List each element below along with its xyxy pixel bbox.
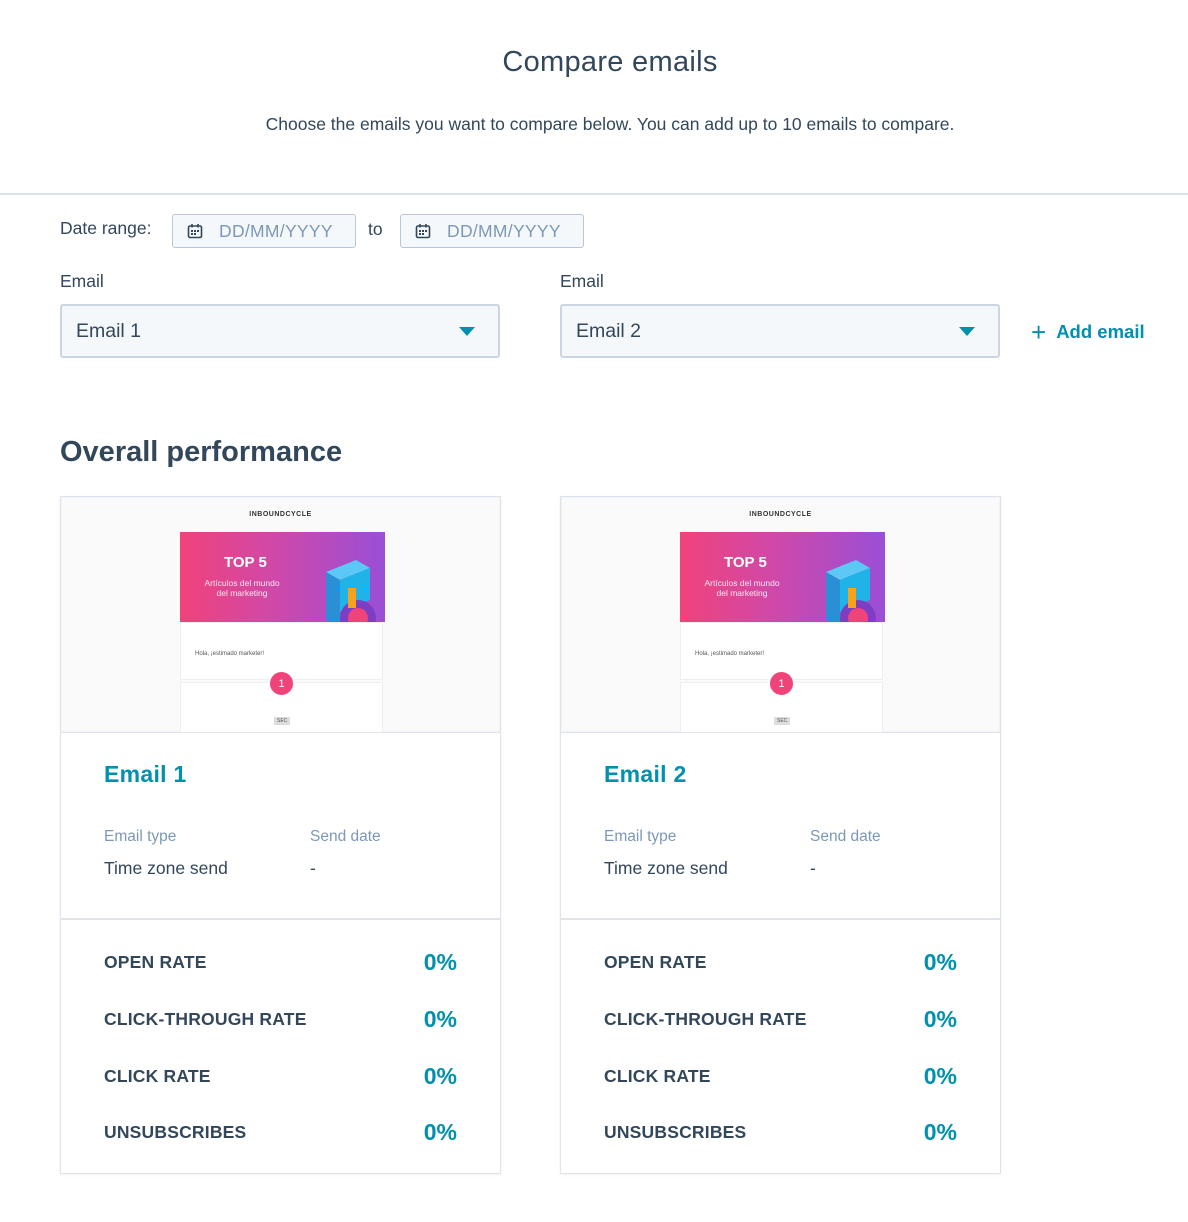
preview-tag: SEC bbox=[274, 717, 291, 725]
metric-value: 0% bbox=[923, 1006, 957, 1032]
metric-click-through-rate: CLICK-THROUGH RATE 0% bbox=[104, 1006, 457, 1033]
section-title: Overall performance bbox=[60, 436, 343, 468]
page-subtitle: Choose the emails you want to compare be… bbox=[265, 114, 955, 134]
email-2-label: Email bbox=[560, 271, 604, 291]
preview-logo: INBOUNDCYCLE bbox=[249, 511, 312, 518]
caret-down-icon bbox=[959, 327, 975, 336]
preview-logo: INBOUNDCYCLE bbox=[749, 511, 812, 518]
send-date-label: Send date bbox=[810, 828, 881, 845]
preview-badge: 1 bbox=[268, 670, 295, 697]
metric-label: UNSUBSCRIBES bbox=[604, 1122, 747, 1142]
date-range-separator: to bbox=[368, 219, 383, 239]
plus-icon: + bbox=[1031, 317, 1047, 347]
date-to-placeholder: DD/MM/YYYY bbox=[447, 220, 561, 241]
email-card-title[interactable]: Email 1 bbox=[104, 761, 187, 787]
preview-greeting: Hola, ¡estimado marketer! bbox=[195, 651, 265, 657]
metric-open-rate: OPEN RATE 0% bbox=[604, 949, 957, 976]
preview-banner: TOP 5 Artículos del mundo del marketing bbox=[680, 532, 885, 622]
preview-badge: 1 bbox=[768, 670, 795, 697]
page-title: Compare emails bbox=[502, 46, 718, 78]
email-1-label: Email bbox=[60, 271, 104, 291]
preview-banner-subtitle: Artículos del mundo del marketing bbox=[704, 578, 780, 598]
add-email-button[interactable]: + Add email bbox=[1031, 319, 1145, 345]
card-divider bbox=[561, 918, 1000, 920]
date-range-label: Date range: bbox=[60, 218, 152, 238]
metric-label: UNSUBSCRIBES bbox=[104, 1122, 247, 1142]
preview-tag: SEC bbox=[774, 717, 791, 725]
preview-banner-title: TOP 5 bbox=[224, 554, 267, 571]
metric-click-through-rate: CLICK-THROUGH RATE 0% bbox=[604, 1006, 957, 1033]
metric-label: CLICK-THROUGH RATE bbox=[604, 1009, 807, 1029]
preview-banner-subtitle: Artículos del mundo del marketing bbox=[204, 578, 280, 598]
metric-value: 0% bbox=[923, 1119, 957, 1145]
date-to-input[interactable]: DD/MM/YYYY bbox=[400, 214, 584, 248]
email-card-title[interactable]: Email 2 bbox=[604, 761, 687, 787]
email-preview[interactable]: INBOUNDCYCLE TOP 5 Artículos del mundo d… bbox=[61, 497, 500, 733]
preview-banner: TOP 5 Artículos del mundo del marketing bbox=[180, 532, 385, 622]
metric-unsubscribes: UNSUBSCRIBES 0% bbox=[104, 1119, 457, 1146]
metric-label: OPEN RATE bbox=[604, 952, 707, 972]
metric-open-rate: OPEN RATE 0% bbox=[104, 949, 457, 976]
email-type-value: Time zone send bbox=[604, 858, 728, 878]
metric-value: 0% bbox=[423, 1119, 457, 1145]
metric-label: CLICK RATE bbox=[104, 1066, 211, 1086]
email-type-label: Email type bbox=[104, 828, 177, 845]
card-divider bbox=[61, 918, 500, 920]
email-preview[interactable]: INBOUNDCYCLE TOP 5 Artículos del mundo d… bbox=[561, 497, 1000, 733]
metric-click-rate: CLICK RATE 0% bbox=[604, 1063, 957, 1090]
metric-unsubscribes: UNSUBSCRIBES 0% bbox=[604, 1119, 957, 1146]
number-five-graphic-icon bbox=[826, 560, 876, 622]
metric-label: CLICK-THROUGH RATE bbox=[104, 1009, 307, 1029]
email-card-1: INBOUNDCYCLE TOP 5 Artículos del mundo d… bbox=[60, 496, 501, 1174]
email-1-select-value: Email 1 bbox=[76, 319, 142, 342]
send-date-label: Send date bbox=[310, 828, 381, 845]
calendar-icon bbox=[187, 224, 203, 239]
header-divider bbox=[0, 193, 1188, 195]
email-1-select[interactable]: Email 1 bbox=[60, 304, 500, 358]
metric-label: OPEN RATE bbox=[104, 952, 207, 972]
metric-value: 0% bbox=[423, 1006, 457, 1032]
number-five-graphic-icon bbox=[326, 560, 376, 622]
preview-greeting: Hola, ¡estimado marketer! bbox=[695, 651, 765, 657]
email-type-value: Time zone send bbox=[104, 858, 228, 878]
send-date-value: - bbox=[310, 858, 316, 878]
add-email-label: Add email bbox=[1056, 321, 1145, 342]
date-from-placeholder: DD/MM/YYYY bbox=[219, 220, 333, 241]
email-2-select-value: Email 2 bbox=[576, 319, 642, 342]
metric-label: CLICK RATE bbox=[604, 1066, 711, 1086]
metric-value: 0% bbox=[423, 949, 457, 975]
metric-click-rate: CLICK RATE 0% bbox=[104, 1063, 457, 1090]
send-date-value: - bbox=[810, 858, 816, 878]
metric-value: 0% bbox=[423, 1063, 457, 1089]
metric-value: 0% bbox=[923, 949, 957, 975]
calendar-icon bbox=[415, 224, 431, 239]
email-type-label: Email type bbox=[604, 828, 677, 845]
date-from-input[interactable]: DD/MM/YYYY bbox=[172, 214, 356, 248]
email-2-select[interactable]: Email 2 bbox=[560, 304, 1000, 358]
metric-value: 0% bbox=[923, 1063, 957, 1089]
preview-banner-title: TOP 5 bbox=[724, 554, 767, 571]
email-card-2: INBOUNDCYCLE TOP 5 Artículos del mundo d… bbox=[560, 496, 1001, 1174]
caret-down-icon bbox=[459, 327, 475, 336]
